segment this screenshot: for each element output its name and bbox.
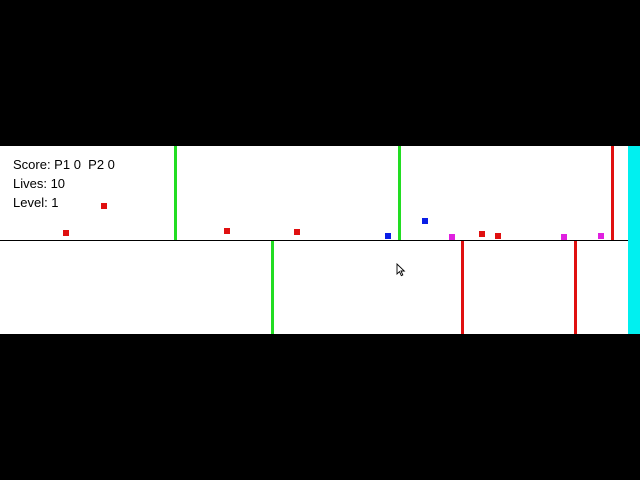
lower-lane-pellet-red xyxy=(479,231,485,237)
upper-lane-barrier-green xyxy=(174,146,177,240)
upper-lane-pellet-red xyxy=(224,228,230,234)
upper-lane-pellet-blue xyxy=(422,218,428,224)
playfield[interactable]: Score: P1 0 P2 0 Lives: 10 Level: 1 xyxy=(0,146,640,334)
lower-lane-pellet-magenta xyxy=(598,233,604,239)
goal-zone xyxy=(628,146,640,334)
lower-lane-pellet-red xyxy=(101,203,107,209)
lower-lane-barrier-red xyxy=(461,241,464,334)
lane-divider xyxy=(0,240,628,241)
lives-readout: Lives: 10 xyxy=(13,176,66,191)
upper-lane-barrier-red xyxy=(611,146,614,240)
lower-lane-pellet-red xyxy=(294,229,300,235)
upper-lane-pellet-red xyxy=(495,233,501,239)
lower-lane-barrier-red xyxy=(574,241,577,334)
upper-lane-barrier-green xyxy=(398,146,401,240)
lower-lane-pellet-blue xyxy=(385,233,391,239)
level-readout: Level: 1 xyxy=(13,195,59,210)
upper-lane-pellet-red xyxy=(63,230,69,236)
mouse-cursor-icon xyxy=(396,263,406,277)
upper-lane-pellet-magenta xyxy=(449,234,455,240)
score-readout: Score: P1 0 P2 0 xyxy=(13,157,115,172)
upper-lane-pellet-magenta xyxy=(561,234,567,240)
lower-lane-barrier-green xyxy=(271,241,274,334)
